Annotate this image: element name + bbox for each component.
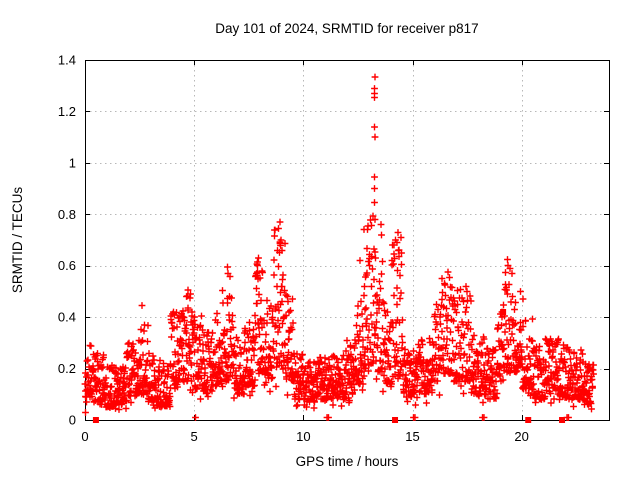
flagged-event-marker <box>525 417 532 423</box>
srmtid-plus-markers <box>81 73 597 421</box>
flagged-event-marker <box>92 417 99 423</box>
y-tick-label: 1.2 <box>58 104 76 119</box>
y-tick-label: 0 <box>69 413 76 428</box>
y-tick-label: 1.4 <box>58 53 76 68</box>
flagged-event-marker <box>559 417 566 423</box>
x-tick-label: 15 <box>405 429 419 444</box>
y-tick-label: 0.8 <box>58 207 76 222</box>
y-tick-label: 0.2 <box>58 361 76 376</box>
data-points <box>81 73 597 423</box>
y-axis-label: SRMTID / TECUs <box>10 187 25 294</box>
y-tick-label: 0.4 <box>58 310 76 325</box>
axis-ticks <box>85 60 609 421</box>
x-tick-label: 0 <box>81 429 88 444</box>
flagged-event-marker <box>500 309 507 315</box>
x-tick-label: 5 <box>191 429 198 444</box>
x-tick-label: 20 <box>514 429 528 444</box>
chart-title: Day 101 of 2024, SRMTID for receiver p81… <box>215 21 478 36</box>
tick-labels: 0 5 10 15 20 0 0.2 0.4 0.6 0.8 1 1.2 1.4 <box>58 53 529 445</box>
y-tick-label: 0.6 <box>58 258 76 273</box>
y-tick-label: 1 <box>69 155 76 170</box>
plot-border <box>85 60 610 421</box>
x-axis-label: GPS time / hours <box>296 454 399 469</box>
x-tick-label: 10 <box>296 429 310 444</box>
flagged-event-marker <box>392 417 399 423</box>
